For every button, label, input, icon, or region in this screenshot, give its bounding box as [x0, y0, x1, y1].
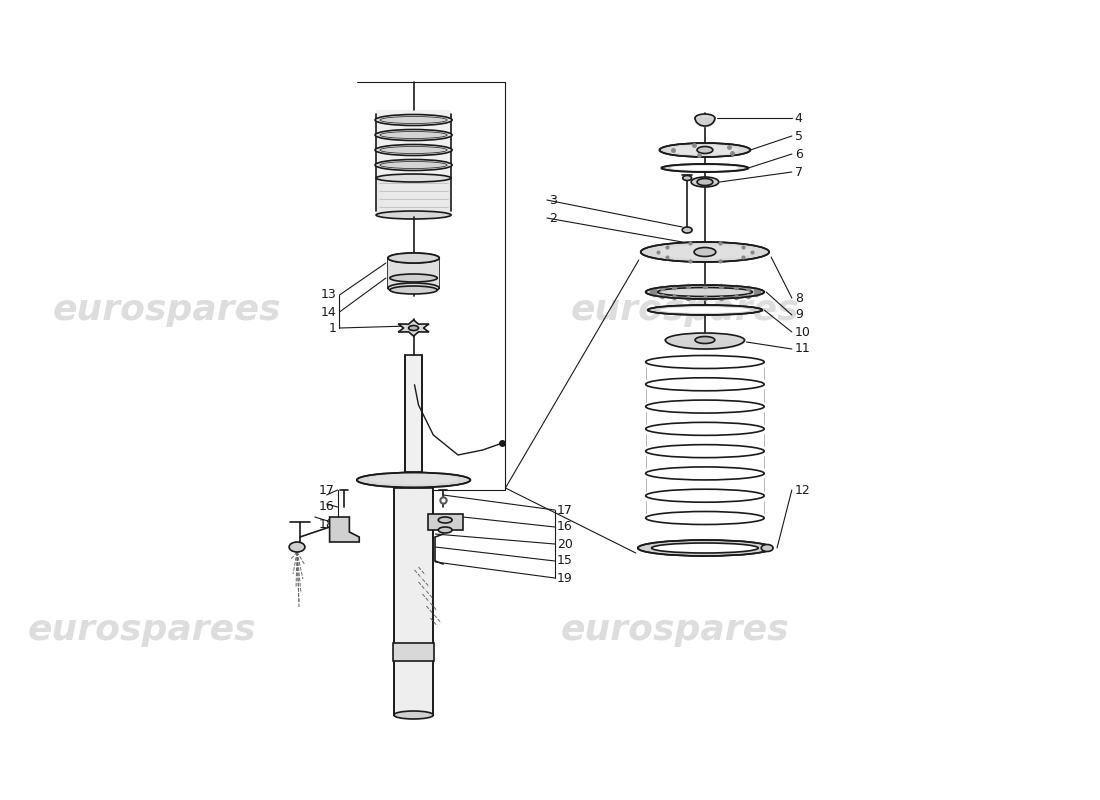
Bar: [394, 488, 433, 715]
Ellipse shape: [375, 159, 452, 170]
Ellipse shape: [379, 146, 447, 154]
Text: 3: 3: [549, 194, 557, 206]
Ellipse shape: [640, 242, 769, 262]
Ellipse shape: [646, 285, 764, 299]
Polygon shape: [428, 514, 463, 530]
Ellipse shape: [388, 253, 439, 263]
Text: 19: 19: [557, 571, 572, 585]
Text: 5: 5: [795, 130, 803, 142]
Ellipse shape: [697, 178, 713, 186]
Text: eurospares: eurospares: [28, 613, 256, 647]
Text: 13: 13: [321, 289, 337, 302]
Ellipse shape: [761, 545, 773, 551]
Polygon shape: [398, 320, 429, 336]
Ellipse shape: [694, 247, 716, 257]
Ellipse shape: [658, 287, 752, 297]
Bar: [393, 643, 434, 661]
Ellipse shape: [670, 166, 739, 170]
Ellipse shape: [375, 145, 452, 155]
Text: 8: 8: [795, 291, 803, 305]
Text: 4: 4: [795, 111, 803, 125]
Ellipse shape: [695, 337, 715, 343]
Text: 17: 17: [557, 503, 573, 517]
Ellipse shape: [648, 305, 762, 315]
Ellipse shape: [691, 177, 718, 187]
Ellipse shape: [682, 227, 692, 233]
Ellipse shape: [695, 114, 715, 122]
Ellipse shape: [370, 474, 458, 485]
Ellipse shape: [379, 117, 447, 123]
Text: 17: 17: [319, 483, 334, 497]
Ellipse shape: [408, 326, 418, 330]
Ellipse shape: [376, 174, 451, 182]
Ellipse shape: [656, 245, 755, 259]
Text: 9: 9: [795, 309, 803, 322]
Ellipse shape: [389, 274, 438, 282]
Text: 18: 18: [319, 518, 334, 530]
Ellipse shape: [394, 711, 433, 719]
Ellipse shape: [697, 146, 713, 154]
Ellipse shape: [661, 164, 748, 172]
Ellipse shape: [388, 283, 439, 293]
Text: 10: 10: [795, 326, 811, 338]
Bar: [388, 258, 439, 288]
Text: eurospares: eurospares: [53, 293, 280, 327]
Ellipse shape: [683, 175, 692, 181]
Ellipse shape: [375, 114, 452, 126]
Ellipse shape: [666, 333, 745, 347]
Ellipse shape: [438, 517, 452, 523]
Text: 16: 16: [319, 501, 334, 514]
Ellipse shape: [651, 543, 758, 553]
Text: 6: 6: [795, 147, 803, 161]
Ellipse shape: [389, 286, 438, 294]
Text: 7: 7: [795, 166, 803, 178]
Bar: [377, 178, 450, 215]
Ellipse shape: [376, 211, 451, 219]
Ellipse shape: [438, 527, 452, 533]
Ellipse shape: [671, 145, 738, 155]
Ellipse shape: [379, 162, 447, 169]
Text: 1: 1: [329, 322, 337, 334]
Ellipse shape: [660, 307, 750, 313]
Polygon shape: [330, 517, 360, 542]
Text: 20: 20: [557, 538, 573, 550]
Text: 16: 16: [557, 521, 572, 534]
Bar: [405, 355, 422, 472]
Text: 12: 12: [795, 483, 811, 497]
Ellipse shape: [638, 540, 772, 556]
Ellipse shape: [356, 473, 471, 487]
Ellipse shape: [379, 131, 447, 138]
Ellipse shape: [375, 130, 452, 141]
Ellipse shape: [388, 253, 439, 263]
Text: 14: 14: [321, 306, 337, 318]
Text: eurospares: eurospares: [571, 293, 800, 327]
Bar: [376, 110, 451, 215]
Text: eurospares: eurospares: [561, 613, 790, 647]
Text: 11: 11: [795, 342, 811, 355]
Ellipse shape: [289, 542, 305, 552]
Text: 15: 15: [557, 554, 573, 567]
Text: 2: 2: [549, 211, 557, 225]
Ellipse shape: [660, 143, 750, 157]
